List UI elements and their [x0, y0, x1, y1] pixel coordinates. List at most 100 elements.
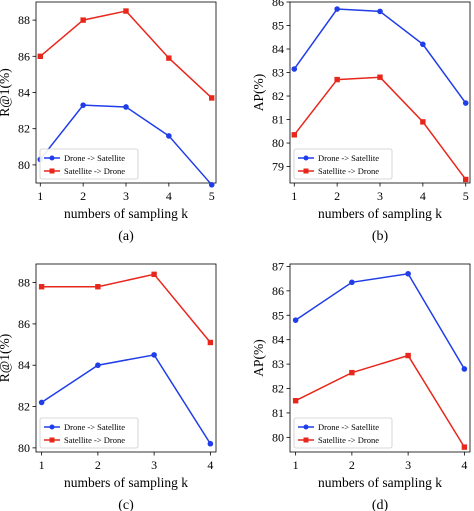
- x-tick-label: 2: [334, 189, 340, 203]
- y-tick-label: 84: [18, 358, 30, 372]
- y-tick-label: 88: [18, 276, 30, 290]
- panel-caption: (a): [118, 229, 134, 244]
- legend-label: Drone -> Satellite: [318, 153, 379, 163]
- x-tick-label: 2: [349, 458, 355, 472]
- y-tick-label: 85: [272, 19, 284, 33]
- series-line: [293, 8, 467, 104]
- y-tick-label: 87: [272, 259, 284, 273]
- y-tick-label: 80: [18, 158, 30, 172]
- data-point: [405, 352, 411, 359]
- data-point: [37, 53, 43, 59]
- data-point: [209, 95, 215, 101]
- y-tick-label: 85: [272, 308, 284, 322]
- legend-box: [39, 148, 139, 180]
- legend-marker: [49, 155, 55, 161]
- data-point: [349, 279, 355, 286]
- x-tick-label: 2: [95, 458, 101, 472]
- y-tick-label: 86: [272, 0, 284, 9]
- x-tick-label: 1: [291, 189, 297, 203]
- series-line: [41, 273, 211, 343]
- y-tick-label: 81: [272, 113, 284, 127]
- data-point: [334, 6, 340, 12]
- legend-marker: [303, 155, 309, 161]
- panel-caption: (d): [372, 498, 389, 511]
- x-tick-label: 4: [420, 189, 426, 203]
- data-point: [80, 17, 86, 23]
- data-point: [462, 100, 469, 106]
- y-tick-label: 82: [272, 89, 284, 103]
- y-tick-label: 81: [272, 406, 284, 420]
- y-tick-label: 84: [272, 42, 284, 56]
- data-point: [461, 444, 468, 450]
- y-tick-label: 86: [272, 284, 284, 298]
- series-line: [39, 10, 213, 99]
- data-point: [292, 317, 299, 323]
- chart-panel: 1 2 3 4 5 80 82 84 86 88 numbers of sampling k R@1(…: [0, 1, 217, 244]
- data-point: [151, 352, 157, 358]
- legend-marker: [49, 424, 55, 430]
- data-point: [377, 8, 383, 15]
- y-axis-label: R@1(%): [0, 334, 12, 382]
- legend-marker: [49, 437, 55, 443]
- legend-box: [293, 148, 393, 180]
- legend-marker: [303, 168, 309, 174]
- series-line: [295, 272, 466, 370]
- panel-caption: (c): [118, 498, 134, 511]
- x-tick-label: 3: [377, 189, 383, 203]
- data-point: [151, 271, 157, 278]
- legend-label: Satellite -> Drone: [64, 166, 125, 176]
- data-point: [292, 398, 299, 404]
- legend-box: [293, 417, 393, 449]
- y-tick-label: 86: [18, 317, 30, 331]
- data-point: [123, 8, 129, 14]
- x-tick-label: 4: [461, 458, 467, 472]
- data-point: [208, 182, 215, 188]
- y-tick-label: 83: [272, 357, 284, 371]
- data-point: [405, 270, 411, 277]
- y-tick-label: 84: [18, 86, 30, 100]
- x-tick-label: 1: [39, 458, 45, 472]
- legend-label: Drone -> Satellite: [318, 422, 379, 432]
- data-point: [166, 133, 172, 139]
- data-point: [38, 284, 45, 290]
- x-tick-label: 3: [405, 458, 411, 472]
- chart-panel: 1 2 3 4 5 79 80 81 82 83 84 85 86 numbers of sampling…: [251, 0, 471, 244]
- x-tick-label: 2: [80, 189, 86, 203]
- data-point: [80, 102, 86, 108]
- data-point: [123, 104, 129, 110]
- y-axis-label: AP(%): [251, 74, 266, 112]
- x-tick-label: 4: [166, 189, 172, 203]
- legend-label: Satellite -> Drone: [318, 435, 379, 445]
- data-point: [38, 399, 45, 406]
- y-tick-label: 82: [272, 382, 284, 396]
- x-tick-label: 5: [463, 189, 469, 203]
- x-axis-label: numbers of sampling k: [64, 475, 188, 490]
- y-tick-label: 83: [272, 66, 284, 80]
- data-point: [349, 369, 355, 376]
- x-tick-label: 1: [37, 189, 43, 203]
- data-point: [207, 339, 214, 346]
- panel-caption: (b): [372, 229, 389, 244]
- x-tick-label: 4: [207, 458, 213, 472]
- legend-label: Satellite -> Drone: [318, 166, 379, 176]
- data-point: [207, 440, 214, 447]
- x-axis-label: numbers of sampling k: [318, 206, 442, 221]
- y-tick-label: 82: [18, 122, 30, 136]
- y-tick-label: 79: [272, 160, 284, 174]
- data-point: [420, 41, 426, 48]
- data-point: [461, 366, 468, 372]
- legend-label: Drone -> Satellite: [64, 153, 125, 163]
- series-line: [41, 354, 212, 445]
- chart-panel: 1 2 3 4 80 82 84 86 88 numbers of sampling k R@1(%…: [0, 263, 217, 511]
- series-line: [295, 354, 466, 448]
- legend-marker: [303, 437, 309, 443]
- y-axis-label: R@1(%): [0, 68, 12, 116]
- x-tick-label: 5: [209, 189, 215, 203]
- legend-marker: [303, 424, 309, 430]
- y-tick-label: 84: [272, 333, 284, 347]
- y-tick-label: 88: [18, 13, 30, 27]
- y-tick-label: 80: [272, 136, 284, 150]
- legend-box: [39, 417, 139, 449]
- x-axis-label: numbers of sampling k: [64, 206, 188, 221]
